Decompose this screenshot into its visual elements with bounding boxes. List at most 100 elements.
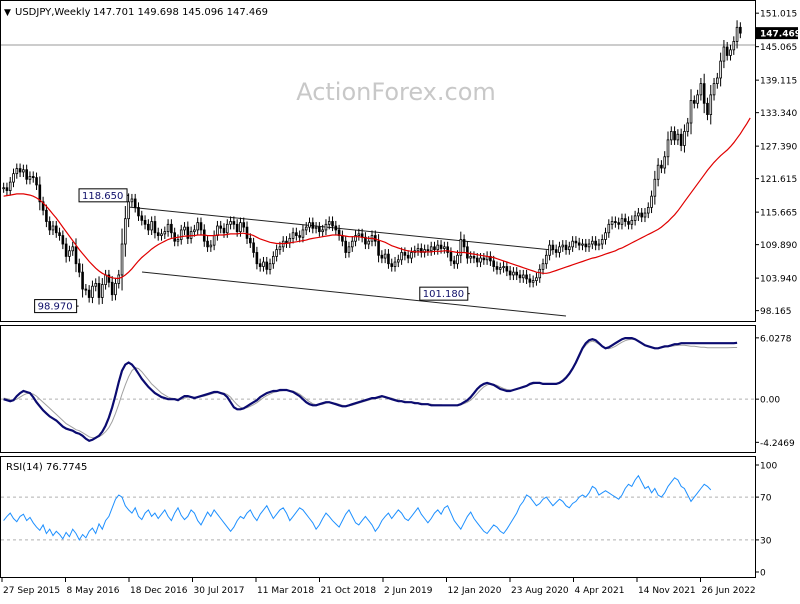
price-tick-label: 133.340 [760,109,797,119]
candle-body [561,244,565,248]
candle-body [5,187,9,191]
candle-body [143,219,147,225]
candle-body [104,274,107,285]
candle-body [199,222,203,231]
candle-body [400,252,403,261]
candle-body [77,263,81,273]
candle-body [456,254,459,265]
candle-body [571,240,574,248]
candle-body [196,222,199,231]
candle-body [607,223,611,234]
rsi-title: RSI(14) 76.7745 [6,462,87,473]
candle-body [127,201,130,220]
candle-body [515,271,519,276]
candle-body [331,221,334,227]
rsi-tick-label: 70 [760,494,772,504]
candle-body [74,246,78,265]
candle-body [166,223,170,233]
candle-body [265,261,269,270]
rsi-tick-label: 0 [760,569,766,579]
candle-body [531,280,535,283]
candle-body [41,201,45,211]
candle-body [341,235,344,242]
candle-body [614,221,617,224]
candle-body [676,133,680,141]
macd-panel-frame [0,325,756,453]
candle-body [107,274,111,283]
candle-body [156,232,160,236]
candle-body [2,187,5,190]
candle-body [403,252,407,256]
candle-body [610,221,614,225]
candle-body [472,255,476,259]
candle-body [222,227,226,234]
candle-body [28,176,32,180]
candle-body [245,226,249,239]
candle-body [545,254,548,265]
candle-body [505,266,509,272]
candle-body [604,232,607,240]
candle-body [535,277,538,282]
candle-body [22,169,25,173]
candle-body [94,283,98,287]
candle-body [584,243,588,248]
candle-body [258,263,262,267]
candle-body [656,164,660,180]
price-tick-label: 139.115 [760,77,797,87]
candle-body [354,235,357,242]
candle-body [54,225,58,234]
price-tick-label: 145.065 [760,43,797,53]
header-dropdown-icon[interactable]: ▼ [4,8,11,18]
candle-body [574,240,578,244]
ma-line [3,117,751,279]
candle-body [68,250,71,257]
candle-body [48,221,51,231]
date-tick-label: 23 Aug 2020 [511,586,569,596]
candle-body [390,263,394,267]
candle-body [268,263,272,270]
candle-body [443,246,446,249]
annotation-box [419,286,469,301]
last-price-tag [756,27,798,40]
price-axis: 151.015 145.065 139.115 133.340 127.390 121.6… [755,10,800,317]
candle-body [475,257,479,263]
candle-body [235,223,239,233]
candle-body [568,246,571,251]
candle-body [623,218,627,222]
candle-body [311,222,315,229]
candle-body [295,232,298,236]
candle-body [512,271,515,276]
candle-body [521,274,525,279]
candle-body [564,244,568,251]
candle-body [383,253,387,259]
candle-body [637,212,640,217]
annotation-box [78,188,128,203]
price-tick-label: 121.615 [760,175,797,185]
date-tick-label: 21 Oct 2018 [321,586,377,596]
candle-body [597,243,601,246]
rsi-panel-frame [0,456,756,578]
candle-body [528,278,532,283]
candle-body [725,46,729,56]
candle-body [51,225,55,231]
candle-body [581,243,584,246]
candle-body [117,274,121,284]
candle-body [61,235,65,245]
candle-body [252,242,255,253]
candle-body [653,178,657,197]
candle-body [35,177,38,186]
candle-body [502,266,505,269]
candle-body [275,249,278,257]
candle-body [735,26,739,42]
candles [2,20,742,305]
date-tick-label: 11 Mar 2018 [257,586,314,596]
date-tick-label: 27 Sep 2015 [3,586,60,596]
candle-body [301,229,305,238]
date-tick-label: 4 Apr 2021 [575,586,625,596]
candle-body [462,239,466,248]
rsi-panel: 100 70 30 0 [1,462,777,579]
candle-body [176,239,180,242]
candle-body [64,243,68,257]
candle-body [433,246,436,251]
candle-body [209,244,213,248]
